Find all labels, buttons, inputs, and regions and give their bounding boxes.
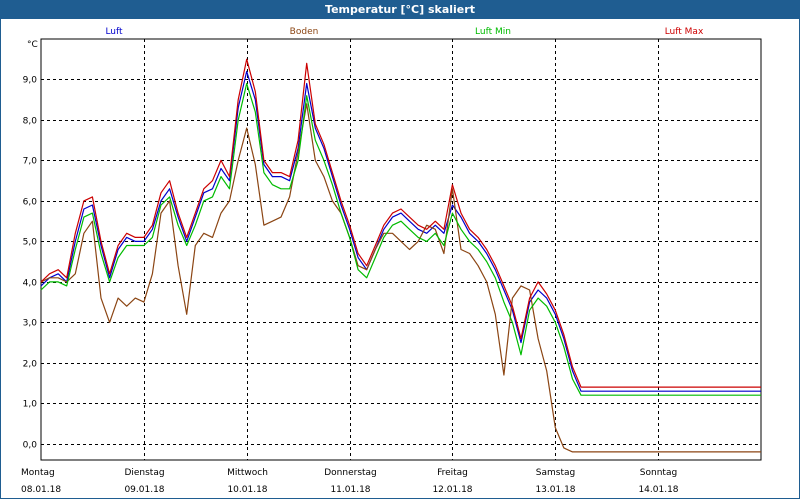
y-tick-label: 7,0 xyxy=(23,157,38,167)
x-tick-date: 13.01.18 xyxy=(535,485,575,495)
legend-entry: Luft Max xyxy=(665,27,704,37)
chart-frame: 0,0 1,0 2,0 3,0 4,0 5,0 6,0 7,0 8,0 9,0 °C Montag 08… xyxy=(0,19,800,499)
y-tick-label: 2,0 xyxy=(23,360,38,370)
series-line-luft-min xyxy=(40,82,761,396)
series-line-luft-max xyxy=(40,58,761,388)
x-tick-date: 08.01.18 xyxy=(21,485,61,495)
x-tick-date: 09.01.18 xyxy=(124,485,164,495)
y-tick-label: 8,0 xyxy=(23,117,38,127)
legend-entry: Boden xyxy=(290,27,319,37)
legend-entry: Luft Min xyxy=(475,27,511,37)
x-tick-weekday: Dienstag xyxy=(124,468,164,478)
y-tick-label: 6,0 xyxy=(23,198,38,208)
y-tick-label: 1,0 xyxy=(23,400,38,410)
y-tick-label: 9,0 xyxy=(23,76,38,86)
x-tick-date: 11.01.18 xyxy=(330,485,370,495)
x-tick-weekday: Montag xyxy=(21,468,55,478)
chart-title: Temperatur [°C] skaliert xyxy=(0,0,800,19)
x-tick-date: 10.01.18 xyxy=(227,485,267,495)
y-tick-label: 0,0 xyxy=(23,441,38,451)
y-axis-unit: °C xyxy=(27,40,38,50)
x-tick-date: 12.01.18 xyxy=(432,485,472,495)
plot-area xyxy=(40,38,762,461)
y-tick-label: 5,0 xyxy=(23,238,38,248)
legend-entry: Luft xyxy=(105,27,123,37)
x-tick-weekday: Sonntag xyxy=(640,468,677,478)
y-tick-label: 3,0 xyxy=(23,319,38,329)
series-line-boden xyxy=(40,103,761,453)
temperature-chart: 0,0 1,0 2,0 3,0 4,0 5,0 6,0 7,0 8,0 9,0 °C Montag 08… xyxy=(21,27,762,495)
x-tick-date: 14.01.18 xyxy=(638,485,678,495)
x-tick-weekday: Samstag xyxy=(536,468,575,478)
x-tick-weekday: Freitag xyxy=(437,468,468,478)
x-tick-weekday: Mittwoch xyxy=(227,468,268,478)
series-line-luft xyxy=(40,70,761,392)
y-tick-label: 4,0 xyxy=(23,279,38,289)
x-tick-weekday: Donnerstag xyxy=(324,468,377,478)
